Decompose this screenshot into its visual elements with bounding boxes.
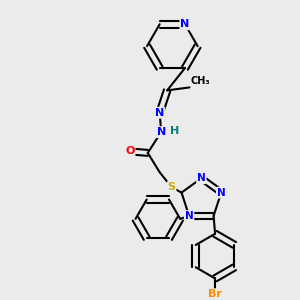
Text: O: O: [125, 146, 135, 156]
Text: N: N: [180, 19, 190, 29]
Text: N: N: [197, 173, 206, 183]
Text: CH₃: CH₃: [191, 76, 211, 86]
Text: N: N: [185, 211, 194, 221]
Text: N: N: [155, 108, 164, 118]
Text: H: H: [170, 126, 179, 136]
Text: S: S: [168, 182, 176, 192]
Text: N: N: [157, 127, 166, 137]
Text: N: N: [217, 188, 226, 198]
Text: Br: Br: [208, 289, 222, 299]
